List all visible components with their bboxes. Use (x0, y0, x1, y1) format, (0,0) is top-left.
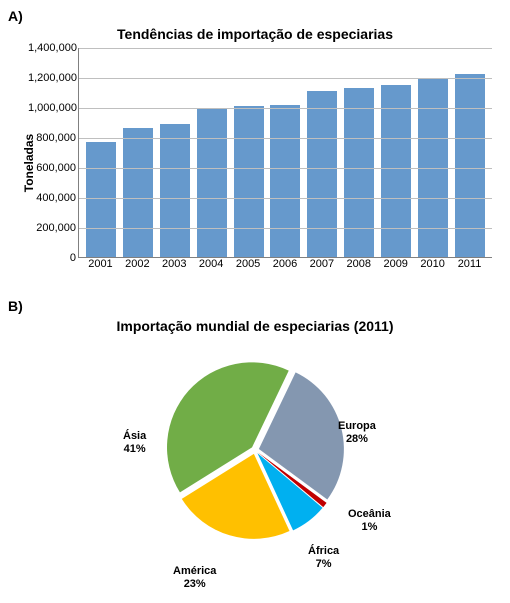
y-tick-label: 600,000 (28, 162, 76, 174)
x-tick-label: 2002 (122, 258, 152, 278)
bar-chart: Toneladas 200120022003200420052006200720… (8, 48, 502, 278)
pie-slice-label: Ásia41% (123, 430, 146, 456)
y-tick-label: 1,400,000 (28, 42, 76, 54)
bar (123, 128, 153, 257)
panel-a: A) Tendências de importação de especiari… (8, 8, 502, 278)
gridline (79, 198, 492, 199)
pie-slice-label: África7% (308, 545, 339, 571)
x-tick-label: 2005 (233, 258, 263, 278)
pie-slice-label: Europa28% (338, 420, 376, 446)
panel-a-label: A) (8, 8, 502, 24)
gridline (79, 78, 492, 79)
pie-svg (8, 340, 502, 570)
panel-b-label: B) (8, 298, 502, 314)
x-tick-label: 2007 (307, 258, 337, 278)
gridline (79, 108, 492, 109)
x-tick-label: 2003 (159, 258, 189, 278)
pie-slice-label: Oceânia1% (348, 508, 391, 534)
y-tick-label: 0 (28, 252, 76, 264)
gridline (79, 168, 492, 169)
panel-b: B) Importação mundial de especiarias (20… (8, 298, 502, 595)
bars-container (79, 48, 492, 257)
bar (307, 91, 337, 258)
y-tick-label: 200,000 (28, 222, 76, 234)
gridline (79, 228, 492, 229)
bar (270, 105, 300, 257)
pie-chart: Ásia41% Europa28% Oceânia1% África7% América… (8, 340, 502, 595)
pie-chart-title: Importação mundial de especiarias (2011) (8, 318, 502, 334)
x-tick-label: 2001 (85, 258, 115, 278)
bar (344, 88, 374, 258)
bar-chart-title: Tendências de importação de especiarias (8, 26, 502, 42)
y-tick-label: 1,000,000 (28, 102, 76, 114)
bar (381, 85, 411, 258)
x-tick-label: 2009 (381, 258, 411, 278)
x-tick-label: 2004 (196, 258, 226, 278)
gridline (79, 48, 492, 49)
plot-area (78, 48, 492, 258)
x-tick-label: 2006 (270, 258, 300, 278)
bar (86, 142, 116, 258)
y-tick-label: 1,200,000 (28, 72, 76, 84)
bar (160, 124, 190, 258)
bar (455, 74, 485, 257)
bar (197, 109, 227, 258)
bar (234, 106, 264, 257)
x-tick-label: 2008 (344, 258, 374, 278)
y-tick-label: 400,000 (28, 192, 76, 204)
pie-slice-label: América23% (173, 565, 216, 591)
x-labels: 2001 2002 2003 2004 2005 2006 2007 2008 2009 2010… (78, 258, 492, 278)
y-tick-label: 800,000 (28, 132, 76, 144)
x-tick-label: 2011 (455, 258, 485, 278)
gridline (79, 138, 492, 139)
x-tick-label: 2010 (418, 258, 448, 278)
